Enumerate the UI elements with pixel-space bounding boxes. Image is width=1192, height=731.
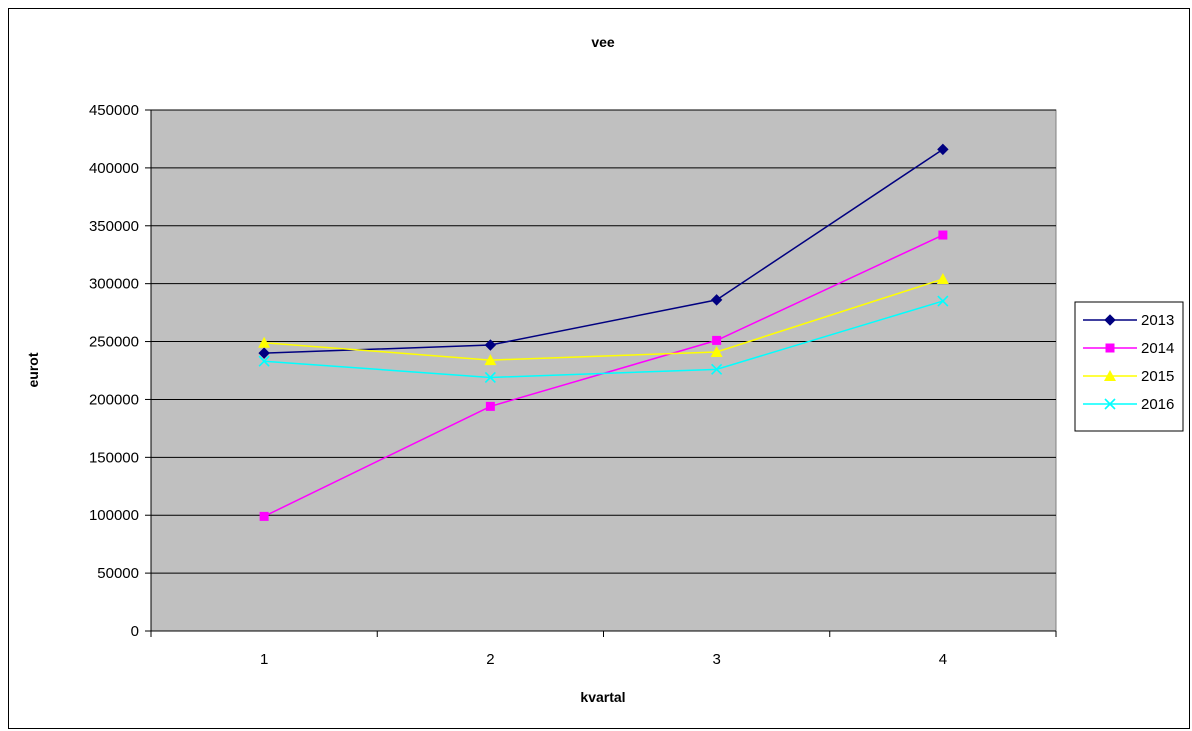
legend-item: 2016	[1083, 396, 1174, 413]
series-line	[264, 148, 944, 354]
x-tick-label: 4	[939, 651, 947, 668]
legend-label: 2013	[1141, 312, 1174, 329]
legend-label: 2014	[1141, 340, 1174, 357]
data-point	[484, 339, 497, 351]
data-point	[484, 354, 497, 366]
y-tick-label: 50000	[97, 565, 139, 582]
legend: 2013 2014 2015 2016	[1074, 301, 1184, 432]
y-tick-label: 400000	[89, 160, 139, 177]
data-point	[259, 511, 269, 521]
chart-title: vee	[591, 34, 615, 50]
legend-item: 2014	[1083, 340, 1174, 357]
legend-marker	[1104, 370, 1116, 381]
y-axis-title: eurot	[25, 352, 41, 387]
data-point	[712, 335, 722, 345]
series-2016	[258, 295, 949, 384]
series-2015	[258, 273, 949, 366]
x-tick-label: 1	[260, 651, 268, 668]
legend-marker	[1104, 398, 1116, 410]
y-tick-label: 0	[131, 623, 139, 640]
gridlines	[151, 109, 1056, 574]
legend-label: 2016	[1141, 396, 1174, 413]
x-axis-title: kvartal	[580, 689, 625, 705]
data-point	[710, 345, 723, 357]
series-layer	[258, 143, 949, 521]
data-point	[258, 347, 270, 359]
legend-box	[1074, 301, 1184, 432]
series-line	[264, 278, 944, 361]
legend-marker	[1104, 314, 1116, 326]
data-point	[484, 371, 496, 384]
y-tick-label: 100000	[89, 507, 139, 524]
legend-item: 2015	[1083, 368, 1174, 385]
data-point	[938, 230, 948, 240]
data-point	[258, 336, 271, 348]
legend-item: 2013	[1083, 312, 1174, 329]
y-tick-label: 450000	[89, 102, 139, 119]
x-tick-label: 3	[712, 651, 720, 668]
y-tick-label: 150000	[89, 449, 139, 466]
legend-label: 2015	[1141, 368, 1174, 385]
data-point	[937, 295, 949, 307]
data-point	[937, 143, 949, 156]
y-tick-label: 250000	[89, 334, 139, 351]
data-point	[711, 363, 723, 375]
legend-marker	[1105, 343, 1115, 353]
x-tick-label: 2	[486, 651, 494, 668]
data-point	[710, 294, 723, 306]
y-tick-label: 350000	[89, 218, 139, 235]
data-point	[485, 401, 495, 411]
y-tick-label: 300000	[89, 276, 139, 293]
y-tick-label: 200000	[89, 391, 139, 408]
axes: 0 50000 100000 150000 200000 250000 300000 3500…	[89, 102, 1057, 668]
data-point	[936, 273, 949, 285]
series-line	[264, 300, 944, 379]
series-2013	[258, 143, 949, 359]
plot-area	[150, 109, 1057, 632]
data-point	[258, 355, 270, 367]
